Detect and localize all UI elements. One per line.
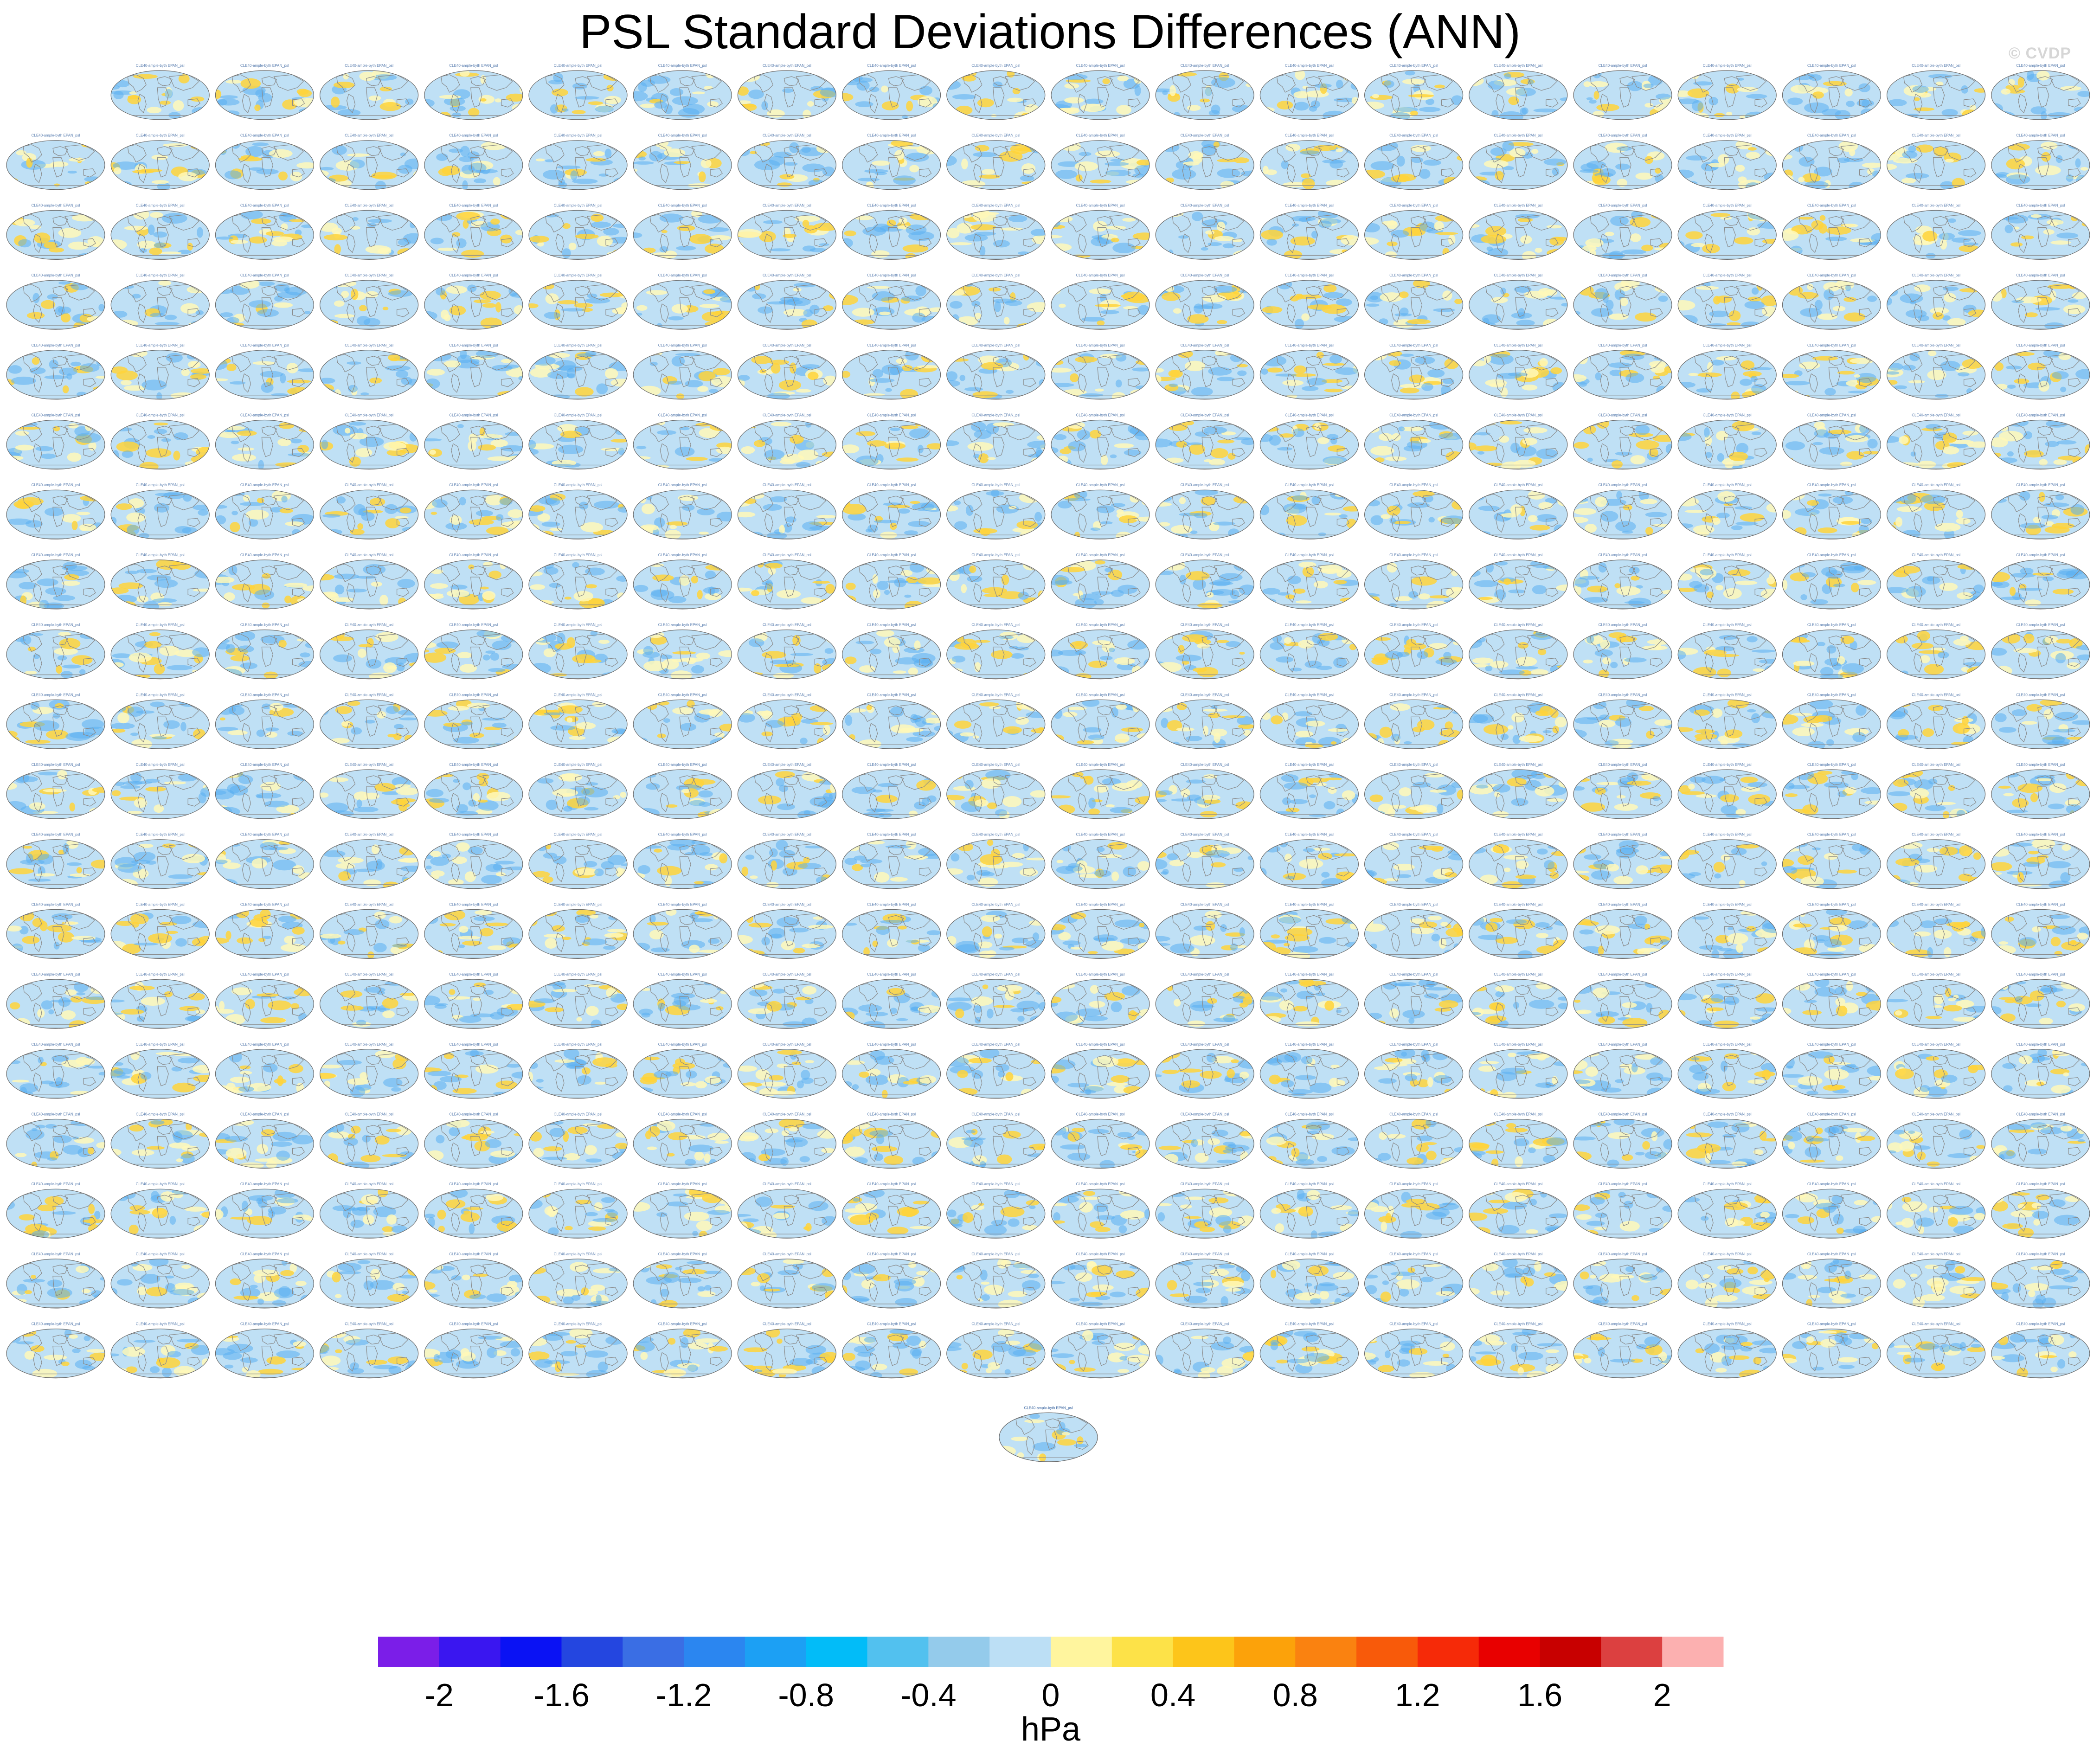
colorbar-swatch: [1478, 1637, 1541, 1667]
colorbar-swatch: [1295, 1637, 1357, 1667]
colorbar-swatch: [500, 1637, 562, 1667]
colorbar-swatch: [1051, 1637, 1112, 1667]
colorbar-tick-label: -2: [425, 1677, 454, 1713]
colorbar-swatch: [623, 1637, 684, 1667]
colorbar-swatch: [1417, 1637, 1479, 1667]
colorbar-tick-label: -1.2: [656, 1677, 712, 1713]
colorbar-swatch: [378, 1637, 440, 1667]
colorbar-tick-label: -0.4: [900, 1677, 957, 1713]
colorbar-swatch: [684, 1637, 745, 1667]
colorbar-swatch: [806, 1637, 868, 1667]
colorbar-swatch: [1111, 1637, 1174, 1667]
colorbar-tick-label: 1.6: [1517, 1677, 1562, 1713]
colorbar-swatch: [867, 1637, 929, 1667]
colorbar-unit-label: hPa: [1021, 1711, 1081, 1748]
colorbar-swatch: [1234, 1637, 1296, 1667]
colorbar-swatch: [928, 1637, 990, 1667]
colorbar-swatch: [989, 1637, 1051, 1667]
colorbar-tick-label: 0: [1042, 1677, 1060, 1713]
colorbar-swatch: [1173, 1637, 1234, 1667]
colorbar-tick-label: 2: [1653, 1677, 1671, 1713]
colorbar-swatch: [1601, 1637, 1663, 1667]
colorbar-tick-label: -0.8: [778, 1677, 834, 1713]
colorbar-swatch: [439, 1637, 501, 1667]
colorbar-swatch: [745, 1637, 807, 1667]
colorbar-tick-label: 0.8: [1273, 1677, 1318, 1713]
colorbar-swatch: [561, 1637, 623, 1667]
colorbar-tick-label: 1.2: [1395, 1677, 1440, 1713]
colorbar-tick-label: 0.4: [1150, 1677, 1195, 1713]
colorbar-swatch: [1540, 1637, 1601, 1667]
colorbar-tick-label: -1.6: [533, 1677, 590, 1713]
colorbar-swatch: [1662, 1637, 1724, 1667]
colorbar-swatch: [1356, 1637, 1418, 1667]
